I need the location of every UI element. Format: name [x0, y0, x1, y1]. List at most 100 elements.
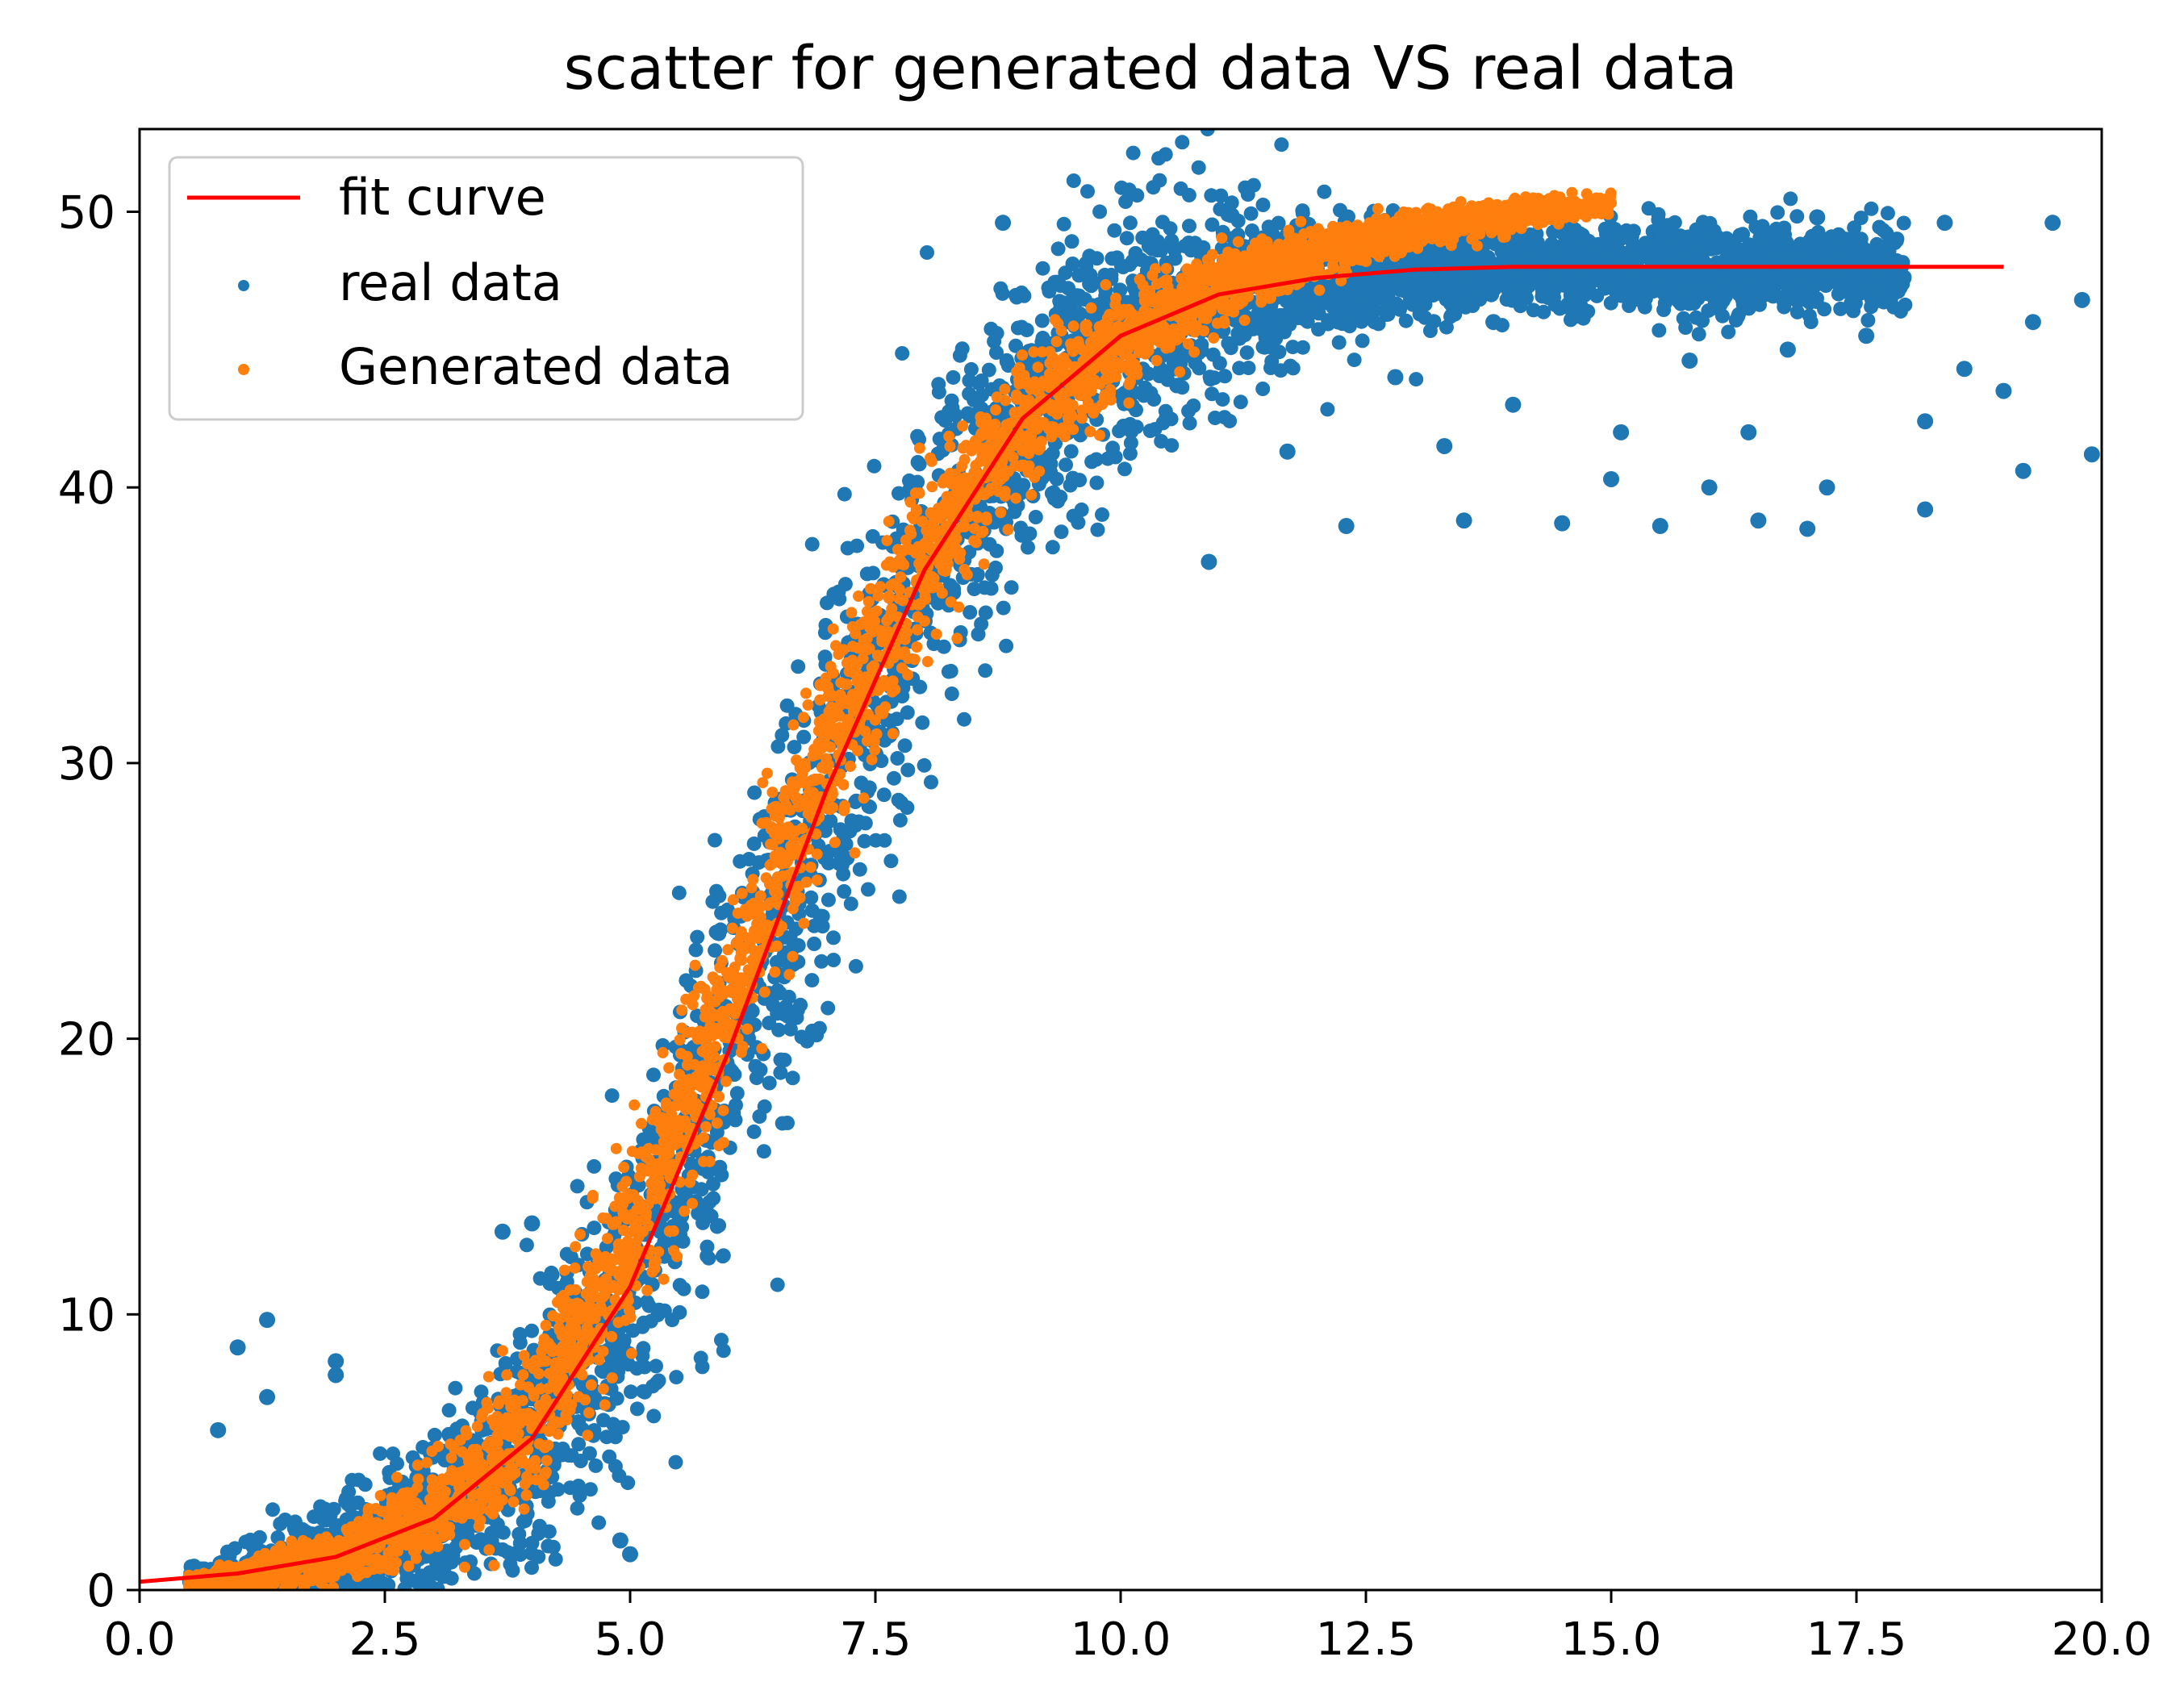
- scatter-point: [1050, 241, 1066, 257]
- scatter-point: [1066, 173, 1081, 188]
- scatter-point: [541, 1494, 556, 1509]
- scatter-point: [1045, 540, 1060, 555]
- scatter-point: [569, 1262, 581, 1274]
- scatter-point: [1714, 240, 1730, 255]
- scatter-point: [265, 1502, 280, 1517]
- scatter-point: [746, 1124, 762, 1139]
- scatter-point: [610, 1142, 622, 1154]
- scatter-point: [649, 1359, 663, 1374]
- scatter-point: [833, 822, 848, 837]
- scatter-point: [1783, 191, 1798, 207]
- scatter-point: [1446, 281, 1461, 296]
- scatter-point: [640, 1294, 654, 1309]
- scatter-point: [1418, 310, 1433, 325]
- scatter-point: [1056, 216, 1071, 232]
- scatter-point: [1486, 272, 1501, 287]
- scatter-point: [1354, 290, 1369, 306]
- scatter-point: [524, 1560, 539, 1576]
- scatter-point: [984, 567, 1000, 582]
- scatter-point: [1715, 272, 1731, 287]
- scatter-point: [1255, 198, 1271, 212]
- scatter-point: [943, 663, 958, 678]
- scatter-point: [789, 1010, 804, 1025]
- scatter-point: [430, 1581, 445, 1590]
- scatter-point: [1776, 294, 1791, 309]
- scatter-point: [1182, 219, 1196, 234]
- scatter-point: [796, 729, 812, 745]
- scatter-point: [524, 1215, 541, 1232]
- scatter-point: [1995, 382, 2012, 399]
- scatter-point: [1563, 312, 1578, 328]
- scatter-point: [866, 566, 881, 581]
- scatter-point: [516, 1514, 531, 1530]
- scatter-point: [555, 1442, 570, 1456]
- scatter-point: [910, 455, 925, 470]
- scatter-point: [1246, 177, 1261, 193]
- scatter-point: [1181, 403, 1196, 419]
- scatter-point: [1802, 308, 1817, 323]
- scatter-point: [1206, 248, 1218, 261]
- scatter-point: [862, 595, 875, 607]
- scatter-point: [1347, 353, 1362, 368]
- scatter-point: [868, 833, 883, 848]
- scatter-point: [895, 346, 910, 361]
- scatter-point: [1053, 278, 1068, 293]
- scatter-point: [1671, 276, 1686, 291]
- scatter-point: [1750, 512, 1767, 529]
- scatter-point: [900, 762, 916, 778]
- scatter-point: [791, 659, 806, 674]
- scatter-point: [1896, 215, 1911, 231]
- scatter-point: [635, 1348, 650, 1363]
- scatter-point: [747, 785, 762, 800]
- scatter-point: [1805, 261, 1820, 277]
- scatter-point: [620, 1475, 636, 1491]
- scatter-point: [668, 1454, 683, 1470]
- scatter-point: [494, 1223, 511, 1240]
- scatter-point: [1646, 284, 1661, 299]
- scatter-point: [963, 605, 978, 620]
- scatter-point: [1380, 298, 1395, 314]
- scatter-point: [900, 705, 915, 720]
- scatter-point: [591, 1515, 607, 1530]
- scatter-point: [695, 1284, 710, 1300]
- scatter-point: [1597, 221, 1613, 236]
- scatter-point: [1095, 507, 1109, 522]
- scatter-point: [1190, 239, 1205, 254]
- scatter-point: [1164, 438, 1180, 453]
- scatter-point: [804, 536, 820, 552]
- scatter-point: [1622, 244, 1637, 260]
- scatter-point: [1656, 303, 1672, 317]
- scatter-point: [1858, 262, 1873, 277]
- scatter-point: [1239, 345, 1255, 361]
- scatter-point: [588, 1458, 603, 1473]
- scatter-point: [1063, 444, 1079, 459]
- scatter-point: [1255, 382, 1271, 396]
- scatter-point: [892, 486, 906, 501]
- scatter-point: [1084, 278, 1099, 294]
- scatter-point: [541, 1454, 553, 1467]
- scatter-point: [1880, 206, 1895, 221]
- scatter-point: [1271, 215, 1286, 231]
- scatter-point: [2083, 446, 2100, 463]
- scatter-point: [328, 1353, 345, 1370]
- scatter-point: [1191, 160, 1206, 175]
- scatter-point: [773, 1065, 788, 1080]
- scatter-point: [602, 1233, 613, 1245]
- scatter-point: [1554, 515, 1571, 532]
- scatter-point: [636, 1132, 651, 1147]
- scatter-point: [1216, 232, 1228, 244]
- scatter-point: [712, 1218, 727, 1233]
- scatter-point: [1848, 296, 1863, 311]
- scatter-point: [1152, 173, 1167, 188]
- scatter-point: [545, 1539, 561, 1555]
- scatter-point: [505, 1563, 520, 1578]
- scatter-point: [1254, 322, 1269, 337]
- scatter-point: [770, 1277, 785, 1292]
- scatter-point: [1464, 273, 1479, 289]
- scatter-point: [1956, 361, 1973, 378]
- scatter-point: [1320, 402, 1335, 417]
- scatter-point: [1769, 248, 1785, 264]
- scatter-point: [920, 245, 934, 260]
- scatter-point: [804, 890, 819, 905]
- scatter-point: [1080, 184, 1095, 199]
